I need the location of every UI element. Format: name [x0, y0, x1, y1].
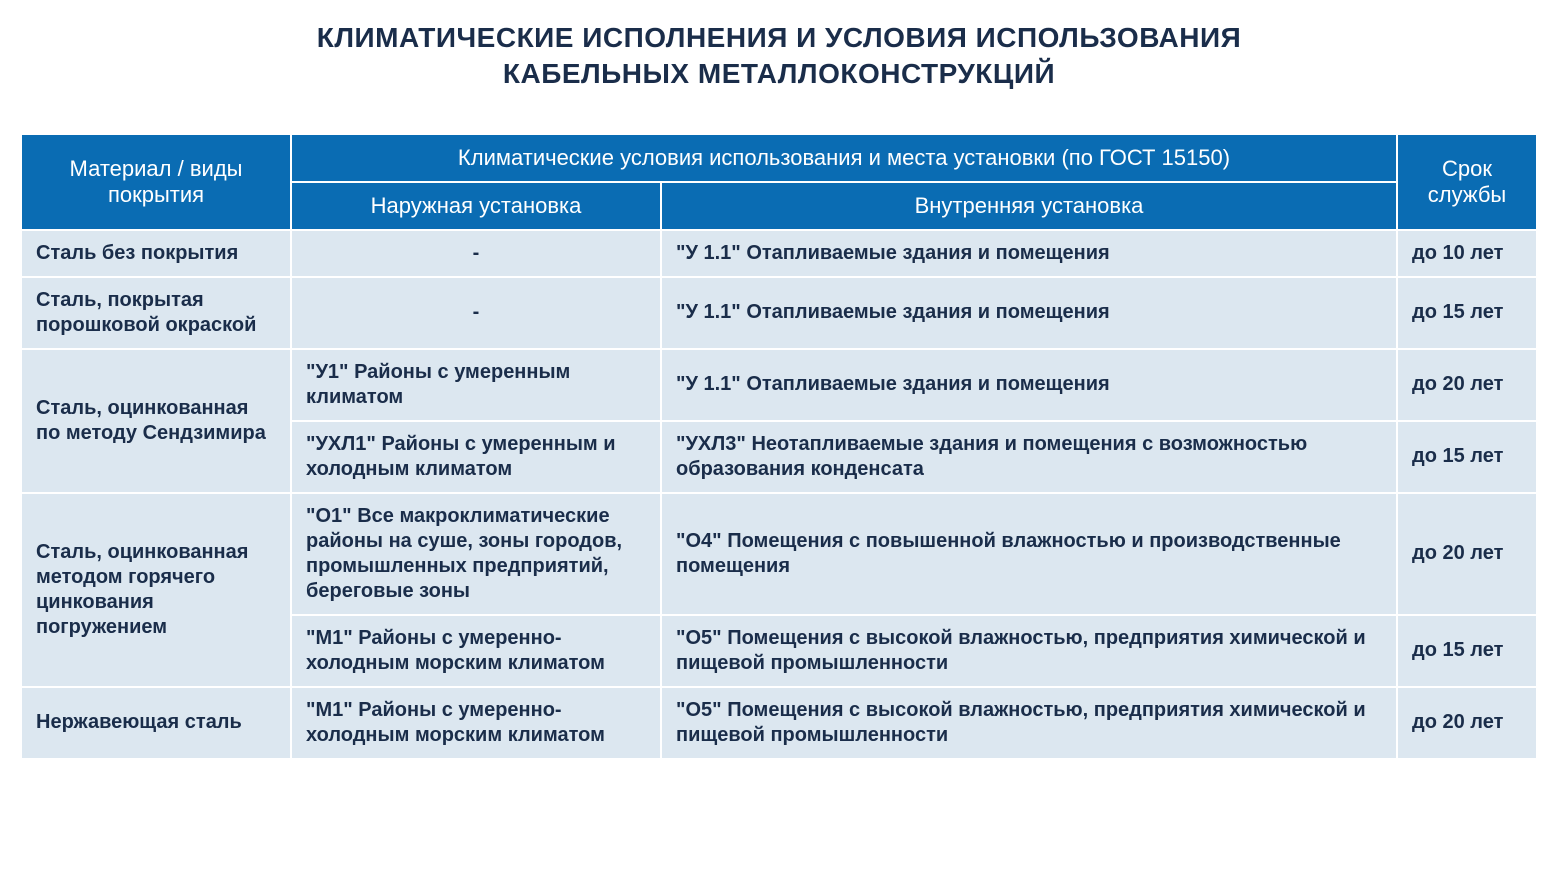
cell-service-life: до 20 лет — [1397, 493, 1537, 615]
cell-outdoor: - — [291, 277, 661, 349]
cell-outdoor: - — [291, 230, 661, 277]
climate-table: Материал / виды покрытия Климатические у… — [20, 133, 1538, 760]
cell-outdoor: "О1" Все макроклиматические районы на су… — [291, 493, 661, 615]
cell-material: Сталь без покрытия — [21, 230, 291, 277]
cell-indoor: "У 1.1" Отапливаемые здания и помещения — [661, 349, 1397, 421]
cell-indoor: "О5" Помещения с высокой влажностью, пре… — [661, 687, 1397, 759]
header-service-life: Срок службы — [1397, 134, 1537, 230]
page-title: КЛИМАТИЧЕСКИЕ ИСПОЛНЕНИЯ И УСЛОВИЯ ИСПОЛ… — [20, 20, 1538, 93]
cell-material: Сталь, покрытая порошковой окраской — [21, 277, 291, 349]
cell-indoor: "У 1.1" Отапливаемые здания и помещения — [661, 230, 1397, 277]
cell-outdoor: "УХЛ1" Районы с умеренным и холодным кли… — [291, 421, 661, 493]
cell-indoor: "У 1.1" Отапливаемые здания и помещения — [661, 277, 1397, 349]
table-row: Нержавеющая сталь"М1" Районы с умеренно-… — [21, 687, 1537, 759]
header-outdoor: Наружная установка — [291, 182, 661, 230]
cell-service-life: до 15 лет — [1397, 277, 1537, 349]
cell-material: Сталь, оцинкованная по методу Сендзимира — [21, 349, 291, 493]
header-indoor: Внутренняя установка — [661, 182, 1397, 230]
table-row: Сталь без покрытия-"У 1.1" Отапливаемые … — [21, 230, 1537, 277]
cell-service-life: до 20 лет — [1397, 687, 1537, 759]
header-conditions: Климатические условия использования и ме… — [291, 134, 1397, 182]
cell-indoor: "УХЛ3" Неотапливаемые здания и помещения… — [661, 421, 1397, 493]
cell-service-life: до 15 лет — [1397, 421, 1537, 493]
cell-outdoor: "У1" Районы с умеренным климатом — [291, 349, 661, 421]
header-material: Материал / виды покрытия — [21, 134, 291, 230]
table-row: Сталь, покрытая порошковой окраской-"У 1… — [21, 277, 1537, 349]
title-line-2: КАБЕЛЬНЫХ МЕТАЛЛОКОНСТРУКЦИЙ — [503, 58, 1055, 89]
cell-material: Нержавеющая сталь — [21, 687, 291, 759]
document-container: КЛИМАТИЧЕСКИЕ ИСПОЛНЕНИЯ И УСЛОВИЯ ИСПОЛ… — [20, 20, 1538, 760]
cell-indoor: "О4" Помещения с повышенной влажностью и… — [661, 493, 1397, 615]
cell-service-life: до 10 лет — [1397, 230, 1537, 277]
table-row: Сталь, оцинкованная методом горячего цин… — [21, 493, 1537, 615]
table-row: Сталь, оцинкованная по методу Сендзимира… — [21, 349, 1537, 421]
cell-outdoor: "М1" Районы с умеренно-холодным морским … — [291, 615, 661, 687]
table-header: Материал / виды покрытия Климатические у… — [21, 134, 1537, 230]
cell-service-life: до 15 лет — [1397, 615, 1537, 687]
cell-outdoor: "М1" Районы с умеренно-холодным морским … — [291, 687, 661, 759]
title-line-1: КЛИМАТИЧЕСКИЕ ИСПОЛНЕНИЯ И УСЛОВИЯ ИСПОЛ… — [317, 22, 1241, 53]
cell-indoor: "О5" Помещения с высокой влажностью, пре… — [661, 615, 1397, 687]
cell-material: Сталь, оцинкованная методом горячего цин… — [21, 493, 291, 687]
cell-service-life: до 20 лет — [1397, 349, 1537, 421]
table-body: Сталь без покрытия-"У 1.1" Отапливаемые … — [21, 230, 1537, 759]
